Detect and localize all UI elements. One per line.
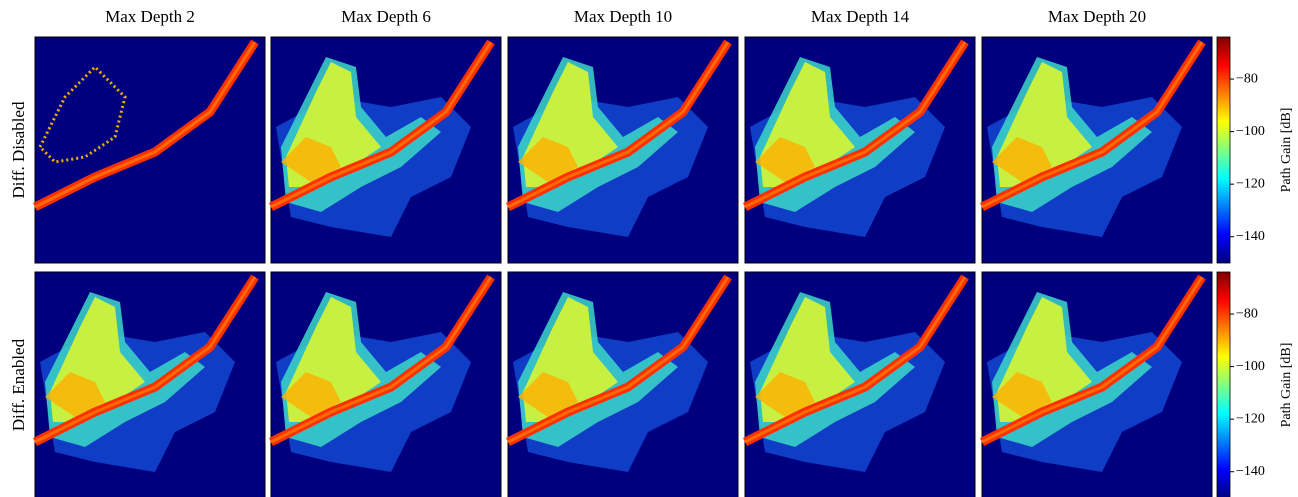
colorbar-label: Path Gain [dB] — [1279, 108, 1294, 193]
heatmap — [982, 37, 1212, 263]
column-title: Max Depth 14 — [811, 7, 910, 26]
heatmap — [745, 272, 975, 497]
figure: Max Depth 2 Max Depth 6 Max Depth 10 Max De… — [0, 0, 1298, 497]
colorbar — [1217, 37, 1230, 263]
colorbar-label: Path Gain [dB] — [1279, 343, 1294, 428]
heatmap — [271, 272, 501, 497]
column-title: Max Depth 2 — [105, 7, 195, 26]
heatmap — [982, 272, 1212, 497]
heatmap — [271, 37, 501, 263]
column-title: Max Depth 10 — [574, 7, 672, 26]
heatmap — [35, 272, 265, 497]
column-title: Max Depth 6 — [341, 7, 431, 26]
heatmap — [508, 37, 738, 263]
column-title: Max Depth 20 — [1048, 7, 1146, 26]
heatmap — [508, 272, 738, 497]
colorbar-tick-label: −140 — [1236, 229, 1265, 244]
row-label: Diff. Enabled — [9, 338, 28, 431]
colorbar — [1217, 272, 1230, 497]
colorbar-tick-label: −120 — [1236, 176, 1265, 191]
colorbar-tick-label: −80 — [1236, 306, 1258, 321]
colorbar-tick-label: −120 — [1236, 411, 1265, 426]
colorbar-tick-label: −140 — [1236, 464, 1265, 479]
colorbar-tick-label: −100 — [1236, 359, 1265, 374]
heatmap — [35, 37, 265, 263]
heatmap — [745, 37, 975, 263]
colorbar-tick-label: −80 — [1236, 71, 1258, 86]
row-label: Diff. Disabled — [9, 101, 28, 198]
colorbar-tick-label: −100 — [1236, 124, 1265, 139]
